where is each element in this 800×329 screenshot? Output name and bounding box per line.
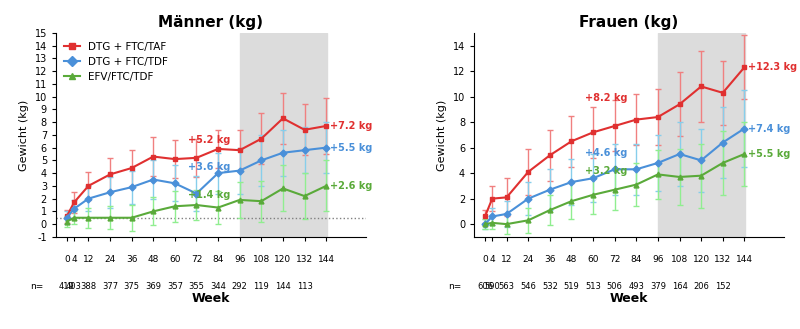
Text: 344: 344 <box>210 282 226 291</box>
Text: 419: 419 <box>59 282 74 291</box>
Y-axis label: Gewicht (kg): Gewicht (kg) <box>438 99 447 170</box>
Text: 375: 375 <box>124 282 140 291</box>
Text: +5.5 kg: +5.5 kg <box>330 143 372 153</box>
Text: +1.4 kg: +1.4 kg <box>188 190 230 200</box>
Text: 357: 357 <box>167 282 183 291</box>
Text: 606: 606 <box>477 282 493 291</box>
Text: +3.6 kg: +3.6 kg <box>188 162 230 172</box>
Text: 513: 513 <box>585 282 601 291</box>
Text: 113: 113 <box>297 282 313 291</box>
Text: 377: 377 <box>102 282 118 291</box>
Bar <box>240 33 327 237</box>
Text: 355: 355 <box>189 282 205 291</box>
Text: 206: 206 <box>694 282 709 291</box>
Text: +3.2 kg: +3.2 kg <box>585 166 627 176</box>
Text: n=: n= <box>30 282 44 291</box>
Text: 369: 369 <box>146 282 162 291</box>
Text: 519: 519 <box>563 282 579 291</box>
Text: 144: 144 <box>275 282 291 291</box>
Text: 379: 379 <box>650 282 666 291</box>
Text: +5.5 kg: +5.5 kg <box>748 149 790 159</box>
Text: 152: 152 <box>715 282 730 291</box>
Text: +4.6 kg: +4.6 kg <box>585 148 627 158</box>
Text: 164: 164 <box>671 282 687 291</box>
Text: +7.2 kg: +7.2 kg <box>330 121 372 131</box>
Text: 388: 388 <box>80 282 97 291</box>
Title: Frauen (kg): Frauen (kg) <box>579 15 678 30</box>
X-axis label: Week: Week <box>192 292 230 305</box>
Text: 563: 563 <box>498 282 514 291</box>
X-axis label: Week: Week <box>610 292 648 305</box>
Legend: DTG + FTC/TAF, DTG + FTC/TDF, EFV/FTC/TDF: DTG + FTC/TAF, DTG + FTC/TDF, EFV/FTC/TD… <box>62 38 171 85</box>
Title: Männer (kg): Männer (kg) <box>158 15 263 30</box>
Text: 493: 493 <box>628 282 644 291</box>
Text: 119: 119 <box>254 282 269 291</box>
Text: +8.2 kg: +8.2 kg <box>585 93 627 103</box>
Text: +7.4 kg: +7.4 kg <box>748 123 790 134</box>
Text: +2.6 kg: +2.6 kg <box>330 181 372 191</box>
Text: 292: 292 <box>232 282 247 291</box>
Text: 506: 506 <box>606 282 622 291</box>
Text: 590: 590 <box>484 282 500 291</box>
Y-axis label: Gewicht (kg): Gewicht (kg) <box>19 99 29 170</box>
Text: 403: 403 <box>66 282 82 291</box>
Text: 532: 532 <box>542 282 558 291</box>
Text: +5.2 kg: +5.2 kg <box>188 135 230 145</box>
Bar <box>658 33 746 237</box>
Text: 546: 546 <box>520 282 536 291</box>
Text: +12.3 kg: +12.3 kg <box>748 62 797 72</box>
Text: n=: n= <box>449 282 462 291</box>
